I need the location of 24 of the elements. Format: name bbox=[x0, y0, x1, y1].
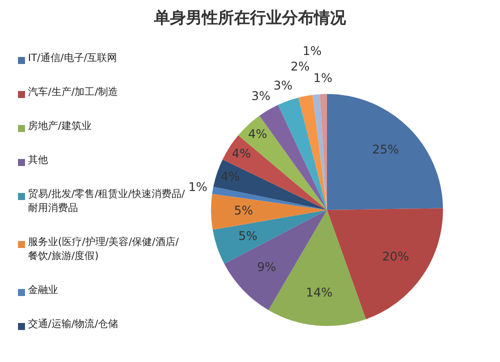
legend-label: 交通/运输/物流/仓储 bbox=[28, 318, 118, 332]
legend-label: IT/通信/电子/互联网 bbox=[28, 52, 118, 66]
data-label: 3% bbox=[273, 78, 293, 93]
data-label: 2% bbox=[290, 60, 310, 74]
data-label: 9% bbox=[257, 260, 276, 274]
data-label: 14% bbox=[306, 285, 333, 300]
legend-label: 其他 bbox=[28, 154, 48, 168]
data-label: 4% bbox=[248, 127, 268, 142]
data-label: 5% bbox=[234, 203, 254, 218]
legend-label: 服务业(医疗/护理/美容/保健/酒店/餐饮/旅游/度假) bbox=[28, 236, 180, 264]
data-label: 4% bbox=[220, 169, 240, 184]
legend-label: 金融业 bbox=[28, 284, 58, 298]
legend-label: 汽车/生产/加工/制造 bbox=[28, 86, 118, 100]
data-label: 5% bbox=[238, 228, 258, 243]
data-label: 1% bbox=[313, 71, 332, 86]
data-label: 1% bbox=[302, 44, 322, 58]
data-label: 1% bbox=[188, 180, 208, 194]
legend-label: 贸易/批发/零售/租赁业/快速消费品/耐用消费品 bbox=[28, 188, 186, 216]
data-label: 25% bbox=[372, 142, 399, 157]
legend-label: 房地产/建筑业 bbox=[28, 120, 92, 134]
data-label: 20% bbox=[382, 250, 409, 264]
data-label: 4% bbox=[232, 146, 251, 161]
chart-title: 单身男性所在行业分布情况 bbox=[153, 8, 347, 29]
data-label: 3% bbox=[251, 88, 270, 103]
